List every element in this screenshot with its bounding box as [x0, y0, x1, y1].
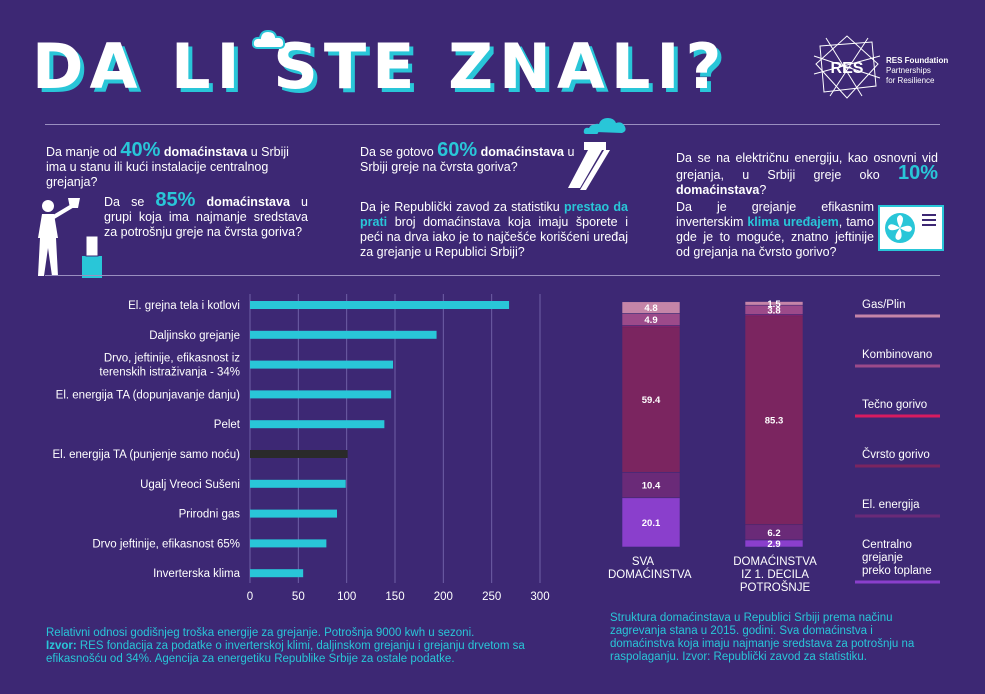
x-tick-label: 300: [530, 591, 549, 603]
fact-electricity: Da se na električnu energiju, kao osnovn…: [676, 151, 938, 197]
stack-segment: [621, 326, 681, 473]
bar: [250, 450, 348, 458]
stack-segment: [621, 301, 681, 314]
segment-label: 20.1: [642, 518, 661, 529]
segment-label: 85.3: [765, 416, 784, 427]
stack-segment: [744, 315, 804, 526]
segment-label: 4.8: [644, 303, 657, 314]
x-tick-label: 200: [434, 591, 453, 603]
bar: [250, 509, 337, 518]
energy-cost-bar-chart: 0 50 100 150 200 250 300 El. grejna tela i kotl…: [52, 294, 550, 603]
category-label: Daljinsko grejanje: [149, 330, 240, 342]
x-tick-label: 100: [337, 591, 356, 603]
bar: [250, 330, 437, 339]
category-label: El. grejna tela i kotlovi: [128, 300, 240, 312]
air-conditioner-icon: [878, 205, 944, 251]
category-label: Inverterska klima: [153, 568, 241, 580]
bar: [250, 539, 327, 548]
bar: [250, 301, 510, 309]
legend-label: Tečno gorivo: [862, 399, 927, 411]
middle-divider: [45, 275, 940, 276]
category-label: Pelet: [214, 419, 241, 431]
res-logo-icon: RES: [813, 35, 881, 99]
segment-label: 1.5: [767, 299, 781, 310]
category-label: El. energija TA (punjenje samo noću): [52, 449, 240, 461]
stack-segment: [744, 301, 804, 306]
fact-statistics-office: Da je Republički zavod za statistiku pre…: [360, 200, 628, 259]
legend-label: El. energija: [862, 499, 920, 511]
bar: [250, 390, 392, 399]
fact-inverter-ac: Da je grejanje efikasnim inverterskim kl…: [676, 200, 874, 259]
person-chopping-wood-icon: [38, 198, 102, 278]
bar: [250, 420, 385, 429]
segment-label: 6.2: [767, 528, 780, 539]
logo-tag-1: Partnerships: [886, 66, 931, 75]
category-label: Drvo jeftinije, efikasnost 65%: [92, 538, 240, 550]
category-label: Prirodni gas: [179, 509, 241, 521]
cloud-icon: [252, 29, 286, 49]
column-caption-all: SVA DOMAĆINSTVA: [608, 556, 692, 581]
chart-note: Relativni odnosi godišnjeg troška energi…: [46, 627, 525, 665]
column-caption-decile: DOMAĆINSTVA IZ 1. DECILA POTROŠNJE: [733, 556, 817, 594]
category-label: El. energija TA (dopunjavanje danju): [56, 389, 241, 401]
segment-label: 4.9: [644, 315, 657, 326]
logo-text: RES Foundation Partnerships for Resilien…: [886, 56, 948, 86]
legend-label: Kombinovano: [862, 349, 932, 361]
category-label: Ugalj Vreoci Sušeni: [140, 479, 240, 491]
legend-label: Centralno grejanje preko toplane: [862, 539, 932, 577]
x-tick-label: 0: [247, 591, 253, 603]
logo-tag-2: for Resilience: [886, 76, 935, 85]
legend-label: Čvrsto gorivo: [862, 448, 930, 461]
x-tick-label: 150: [385, 591, 404, 603]
segment-label: 3.8: [767, 305, 780, 316]
stacked-chart-caption: Struktura domaćinstava u Republici Srbij…: [610, 612, 915, 663]
legend-label: Gas/Plin: [862, 299, 905, 311]
segment-label: 2.9: [767, 539, 780, 550]
bar: [250, 569, 304, 578]
fact-solid-fuel-all: Da se gotovo 60% domaćinstava u Srbiji g…: [360, 139, 575, 174]
stack-segment: [621, 497, 681, 548]
heating-structure-stacked-chart: 20.1 10.4 59.4 4.94.8 2.96.2 85.3 3.81.5 Gas/Pl…: [621, 299, 940, 584]
fact-central-heating: Da manje od 40% domaćinstava u Srbiji im…: [46, 139, 289, 189]
bar: [250, 479, 346, 488]
logo-name: RES Foundation: [886, 56, 949, 65]
logo-mark: RES: [831, 60, 864, 77]
top-divider: [45, 124, 940, 125]
page-title: DA LI STE ZNALI?: [32, 30, 728, 103]
segment-label: 10.4: [642, 481, 661, 492]
category-label: Drvo, jeftinije, efikasnost iz terenskih …: [99, 353, 240, 379]
x-tick-label: 250: [482, 591, 501, 603]
fact-solid-fuel-poorest: Da se 85% domaćinstava u grupi koja ima …: [104, 189, 308, 239]
segment-label: 59.4: [642, 395, 661, 406]
x-tick-label: 50: [292, 591, 305, 603]
bar: [250, 360, 394, 369]
chimney-smoke-icon: [568, 118, 626, 190]
